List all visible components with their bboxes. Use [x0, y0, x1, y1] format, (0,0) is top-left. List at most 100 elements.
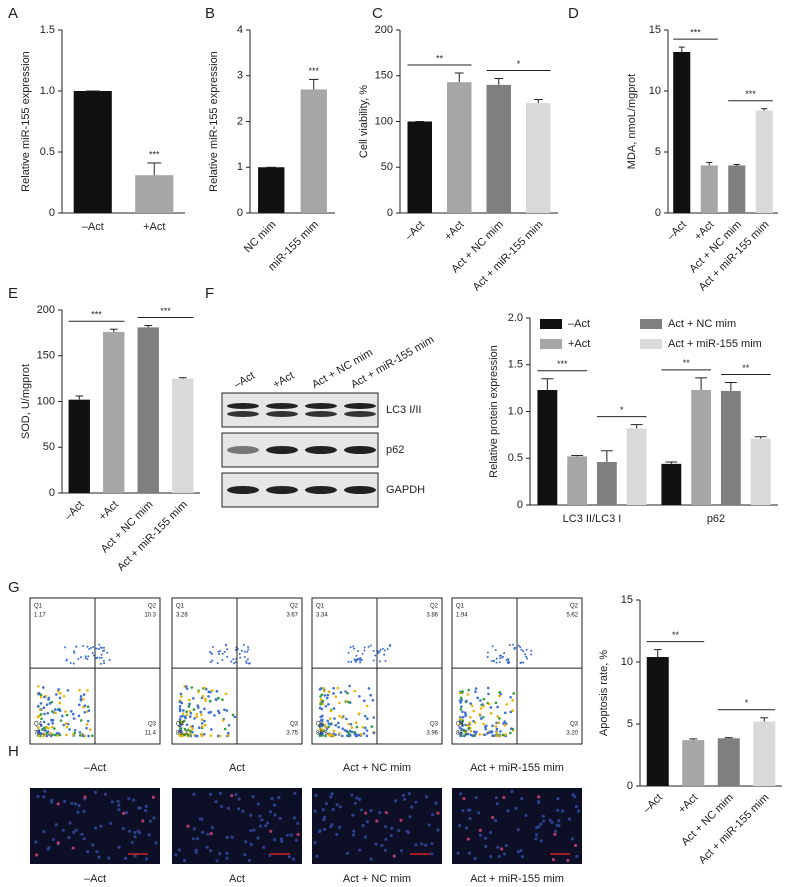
flow-dot — [359, 657, 362, 660]
cell — [219, 804, 224, 808]
flow-dot — [471, 734, 474, 738]
flow-dot — [345, 717, 348, 721]
cell — [345, 851, 350, 855]
cell — [361, 823, 365, 828]
flow-dot — [520, 648, 523, 651]
flow-dot — [79, 734, 82, 737]
cell — [465, 826, 469, 830]
flow-dot — [44, 729, 47, 732]
significance-label: *** — [690, 27, 701, 37]
flow-dot — [482, 697, 486, 701]
flow-dot — [483, 733, 486, 737]
flow-dot — [245, 660, 248, 663]
cell — [378, 810, 382, 815]
flow-dot — [232, 658, 235, 661]
flow-dot — [231, 713, 235, 717]
cell — [355, 796, 359, 800]
flow-dot — [203, 686, 206, 690]
flow-dot — [370, 725, 374, 728]
significance-label: ** — [436, 53, 444, 63]
cell — [294, 838, 298, 842]
quadrant-value: 3.34 — [316, 613, 328, 619]
flow-dot — [487, 692, 490, 696]
x-tick-label: NC mim — [242, 219, 279, 256]
flow-dot — [474, 687, 478, 690]
flow-dot — [178, 700, 182, 704]
flow-dot — [187, 698, 191, 702]
cell — [369, 808, 373, 813]
flow-dot — [337, 725, 340, 729]
cell — [430, 841, 434, 846]
cell — [369, 857, 373, 861]
flow-dot — [462, 734, 466, 738]
flow-dot — [178, 718, 182, 721]
cell — [573, 795, 577, 799]
flow-dot — [374, 654, 377, 657]
cell — [186, 824, 190, 828]
y-tick-label: 4 — [237, 24, 243, 36]
flow-dot — [366, 717, 369, 720]
flow-dot — [339, 691, 343, 694]
cell — [262, 845, 266, 849]
cell — [478, 828, 482, 832]
cell — [249, 842, 253, 847]
bar — [682, 740, 705, 786]
cell — [117, 808, 121, 812]
cell — [405, 829, 409, 833]
flow-dot — [179, 692, 183, 696]
flow-dot — [324, 704, 328, 708]
cell — [279, 837, 284, 841]
cell — [247, 858, 252, 863]
flow-dot — [332, 734, 335, 738]
flow-dot — [180, 734, 184, 738]
flow-dot — [194, 734, 198, 738]
flow-dot — [502, 722, 505, 725]
cell — [121, 826, 125, 831]
flow-dot — [511, 709, 515, 712]
flow-dot — [37, 726, 40, 730]
significance-label: * — [620, 405, 624, 415]
flow-dot — [486, 656, 489, 659]
cell — [383, 848, 387, 852]
flow-dot — [475, 730, 478, 734]
x-tick-label: +Act — [442, 219, 466, 243]
cell — [292, 816, 297, 820]
flow-dot — [188, 715, 192, 718]
flow-dot — [503, 724, 507, 727]
cell — [218, 791, 222, 795]
cell — [555, 823, 559, 827]
flow-dot — [42, 734, 45, 738]
cell — [273, 838, 277, 842]
quadrant-name: Q1 — [456, 604, 465, 610]
cell — [225, 835, 229, 839]
flow-dot — [371, 698, 375, 702]
y-tick-label: 150 — [375, 70, 393, 82]
flow-dot — [192, 708, 196, 711]
flow-dot — [87, 734, 90, 738]
bar — [172, 378, 194, 493]
flow-dot — [78, 731, 82, 734]
flow-dot — [461, 715, 465, 719]
cell — [315, 854, 319, 858]
flow-dot — [79, 698, 83, 702]
flow-dot — [100, 653, 103, 656]
flow-dot — [383, 649, 386, 652]
flow-dot — [185, 713, 189, 716]
flow-dot — [357, 712, 361, 716]
cell — [408, 815, 412, 819]
flow-dot — [459, 732, 463, 735]
cell — [506, 809, 510, 813]
flow-dot — [214, 697, 218, 701]
cell — [468, 816, 472, 821]
quadrant-name: Q2 — [148, 604, 157, 610]
flow-dot — [328, 717, 332, 720]
cell — [520, 797, 524, 801]
flow-dot — [65, 733, 68, 737]
x-tick-label: –Act — [641, 792, 665, 816]
flow-dot — [48, 702, 52, 705]
y-tick-label: 100 — [37, 395, 55, 407]
cell — [230, 794, 234, 798]
flow-dot — [319, 722, 323, 726]
flow-dot — [384, 659, 387, 662]
